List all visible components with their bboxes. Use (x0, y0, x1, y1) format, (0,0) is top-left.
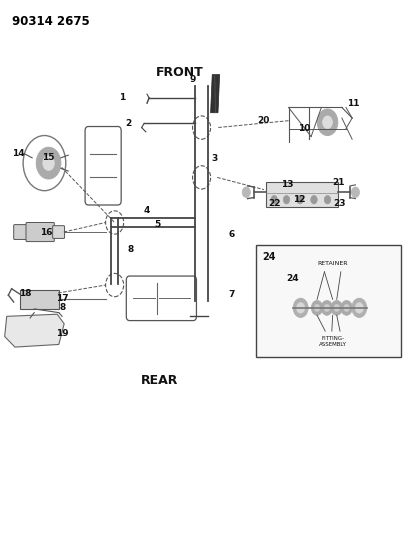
Text: 2: 2 (126, 119, 132, 128)
Text: 20: 20 (257, 116, 269, 125)
Circle shape (331, 301, 342, 316)
Text: 23: 23 (334, 199, 346, 208)
Text: 3: 3 (211, 155, 218, 164)
Text: 18: 18 (19, 288, 31, 297)
Circle shape (311, 301, 323, 316)
FancyBboxPatch shape (26, 222, 54, 241)
Circle shape (297, 303, 305, 313)
Text: 1: 1 (119, 93, 126, 102)
Text: 13: 13 (281, 180, 294, 189)
Text: 5: 5 (154, 220, 160, 229)
Text: 11: 11 (347, 99, 360, 108)
Circle shape (324, 304, 330, 312)
Bar (20, 290, 59, 309)
Circle shape (43, 156, 54, 171)
Circle shape (36, 147, 61, 179)
Text: 90314 2675: 90314 2675 (12, 14, 89, 28)
Polygon shape (211, 75, 220, 113)
FancyBboxPatch shape (85, 126, 121, 205)
Circle shape (351, 187, 359, 198)
Circle shape (242, 187, 250, 198)
Text: 12: 12 (292, 195, 305, 204)
Bar (266, 182, 338, 207)
Text: 19: 19 (56, 329, 69, 338)
Text: 8: 8 (128, 245, 134, 254)
Circle shape (314, 304, 320, 312)
Circle shape (283, 196, 290, 204)
Circle shape (324, 196, 331, 204)
Polygon shape (5, 314, 64, 347)
Text: RETAINER: RETAINER (318, 261, 348, 266)
Circle shape (311, 196, 317, 204)
Circle shape (341, 301, 352, 316)
Circle shape (293, 298, 308, 317)
Text: 22: 22 (268, 199, 280, 208)
Text: 16: 16 (40, 228, 53, 237)
FancyBboxPatch shape (53, 225, 64, 238)
Text: 8: 8 (60, 303, 66, 312)
FancyBboxPatch shape (14, 224, 28, 239)
Circle shape (334, 304, 339, 312)
Circle shape (344, 304, 349, 312)
Text: 9: 9 (190, 75, 196, 84)
Text: 21: 21 (332, 178, 345, 187)
Text: 24: 24 (286, 274, 299, 283)
Text: 10: 10 (298, 124, 310, 133)
Text: 14: 14 (12, 149, 25, 158)
Circle shape (323, 116, 332, 128)
Circle shape (297, 196, 303, 204)
Text: FITTING-
ASSEMBLY: FITTING- ASSEMBLY (319, 336, 347, 347)
Circle shape (355, 303, 363, 313)
Text: 4: 4 (144, 206, 150, 215)
Bar (256, 245, 401, 357)
Text: REAR: REAR (141, 374, 178, 387)
Circle shape (352, 298, 367, 317)
Circle shape (271, 196, 278, 204)
Text: 7: 7 (229, 290, 235, 299)
Text: FRONT: FRONT (156, 67, 204, 79)
Text: 24: 24 (262, 252, 275, 262)
FancyBboxPatch shape (126, 276, 197, 320)
Text: 6: 6 (229, 230, 235, 239)
Circle shape (321, 301, 332, 316)
Circle shape (317, 109, 338, 135)
Text: 17: 17 (56, 294, 69, 303)
Text: 15: 15 (42, 153, 55, 162)
